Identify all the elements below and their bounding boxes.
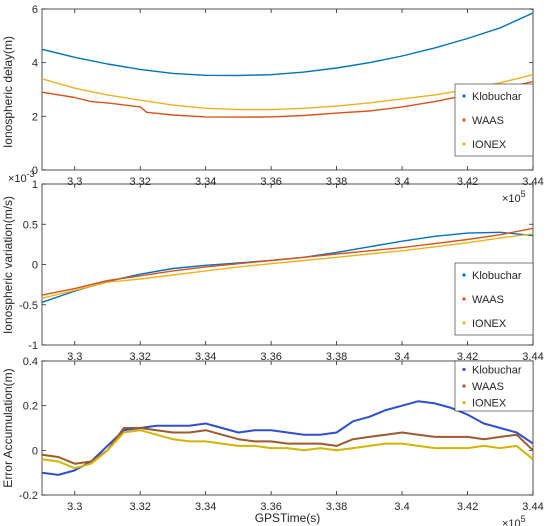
x-tick-label: 3.44	[522, 351, 543, 363]
series-line-ionex	[41, 233, 534, 299]
x-tick-label: 3.4	[394, 351, 409, 363]
legend-marker	[462, 384, 466, 388]
y-tick-label: 0	[32, 165, 38, 177]
legend-entry-label: Klobuchar	[472, 91, 522, 103]
legend-box	[454, 262, 534, 336]
x-tick-label: 3.44	[522, 501, 543, 513]
y-tick-label: 0.5	[23, 219, 38, 231]
legend-entry-label: IONEX	[472, 398, 507, 410]
y-tick-label: 0.4	[23, 356, 38, 368]
y-axis-label: Ionospheric variation(m/s)	[1, 196, 15, 334]
x-tick-label: 3.42	[457, 501, 478, 513]
legend-marker	[462, 401, 466, 405]
x-tick-label: 3.34	[195, 351, 216, 363]
legend-marker	[462, 297, 466, 301]
y-tick-label: 1	[32, 179, 38, 191]
x-tick-label: 3.32	[129, 501, 150, 513]
x-tick-label: 3.32	[129, 351, 150, 363]
series-line-waas	[41, 427, 534, 465]
x-tick-label: 3.42	[457, 351, 478, 363]
x-tick-label: 3.4	[394, 501, 409, 513]
series-line-ionex	[41, 429, 534, 470]
y-tick-label: 2	[32, 111, 38, 123]
legend-entry-label: IONEX	[472, 139, 507, 151]
x-axis-label: GPSTime(s)	[255, 511, 321, 525]
x-tick-label: 3.3	[67, 176, 82, 188]
legend-entry-label: WAAS	[472, 294, 504, 306]
series-line-waas	[41, 80, 534, 118]
y-tick-label: 0	[32, 445, 38, 457]
legend-marker	[462, 321, 466, 325]
x-tick-label: 3.4	[394, 176, 409, 188]
y-tick-label: -1	[28, 340, 38, 352]
series-line-waas	[41, 227, 534, 296]
legend-marker	[462, 94, 466, 98]
legend-entry-label: IONEX	[472, 318, 507, 330]
chart-panel-1: 3.3 3.32 3.34 3.36 3.38 3.4 3.42 3.44 0 2 4 6 ×105 Io…	[1, 4, 544, 205]
y-tick-label: 4	[32, 58, 38, 70]
chart-panel-2: 3.3 3.32 3.34 3.36 3.38 3.4 3.42 3.44 -1 -0.5 0 0.5…	[1, 169, 544, 380]
y-tick-label: -0.5	[19, 300, 38, 312]
legend-marker	[462, 273, 466, 277]
x-tick-label: 3.42	[457, 176, 478, 188]
legend-box	[454, 360, 534, 412]
x-tick-label: 3.3	[67, 351, 82, 363]
x-axis-exponent: ×105	[502, 189, 526, 205]
legend: Klobuchar WAAS IONEX	[454, 262, 534, 336]
legend-box	[454, 83, 534, 157]
legend: Klobuchar WAAS IONEX	[454, 360, 534, 412]
y-axis-exponent: ×10-3	[8, 169, 35, 185]
x-tick-label: 3.32	[129, 176, 150, 188]
legend-entry-label: WAAS	[472, 115, 504, 127]
y-axis-label: Ionospheric delay(m)	[1, 36, 15, 148]
x-tick-label: 3.34	[195, 501, 216, 513]
legend-entry-label: WAAS	[472, 381, 504, 393]
legend-entry-label: Klobuchar	[472, 270, 522, 282]
x-tick-label: 3.38	[326, 501, 347, 513]
y-tick-label: 0.2	[23, 401, 38, 413]
x-axis-exponent: ×105	[502, 514, 526, 526]
x-tick-label: 3.36	[260, 176, 281, 188]
legend-entry-label: Klobuchar	[472, 364, 522, 376]
x-tick-label: 3.44	[522, 176, 543, 188]
x-tick-label: 3.34	[195, 176, 216, 188]
x-tick-label: 3.36	[260, 501, 281, 513]
y-axis-label: Error Accumulation(m)	[1, 368, 15, 487]
legend-marker	[462, 367, 466, 371]
plot-area-frame	[41, 360, 534, 496]
y-tick-label: 0	[32, 260, 38, 272]
y-tick-label: 6	[32, 4, 38, 16]
x-tick-label: 3.38	[326, 351, 347, 363]
y-tick-label: -0.2	[19, 490, 38, 502]
legend-marker	[462, 118, 466, 122]
legend-marker	[462, 142, 466, 146]
series-line-ionex	[41, 74, 534, 111]
legend: Klobuchar WAAS IONEX	[454, 83, 534, 157]
x-tick-label: 3.3	[67, 501, 82, 513]
x-tick-label: 3.38	[326, 176, 347, 188]
chart-panel-3: 3.3 3.32 3.34 3.36 3.38 3.4 3.42 3.44 -0.2 0 0.2 0.…	[1, 356, 544, 526]
series-line-klobuchar	[41, 400, 534, 476]
x-tick-label: 3.36	[260, 351, 281, 363]
series-line-klobuchar	[41, 12, 534, 77]
